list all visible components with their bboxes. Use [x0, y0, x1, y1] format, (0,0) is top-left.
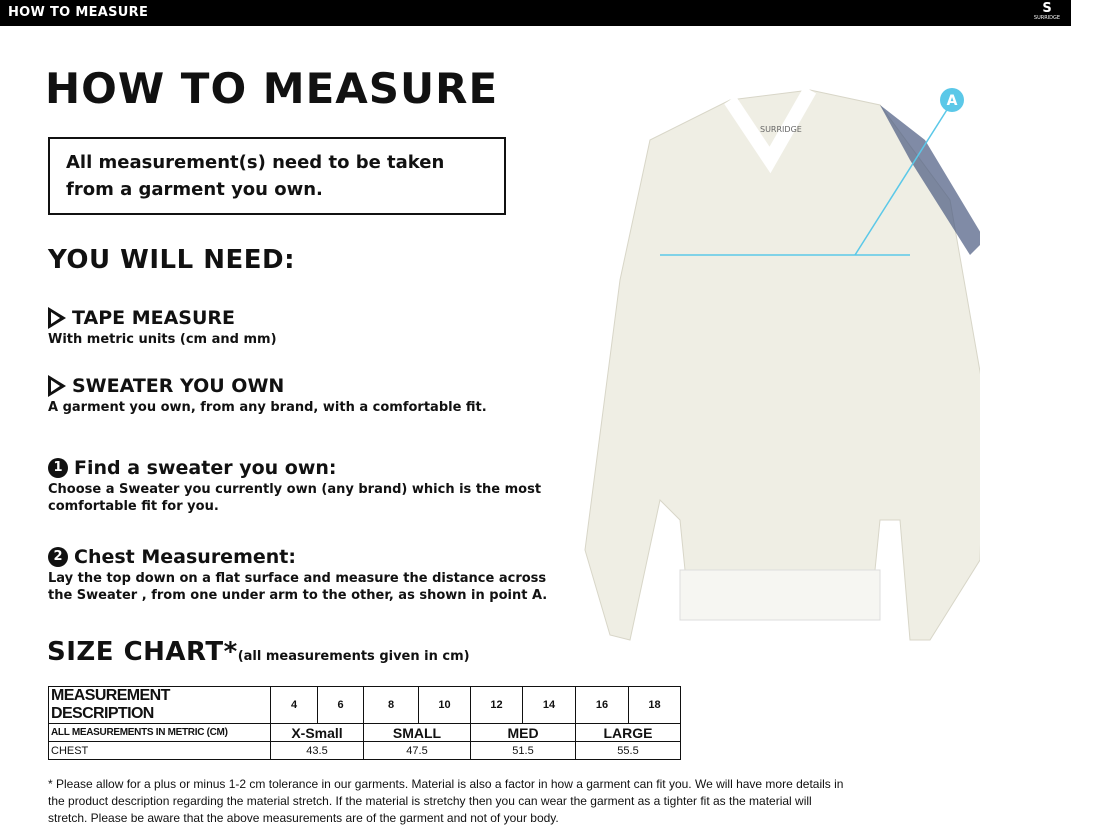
- point-a-label: A: [947, 93, 958, 109]
- you-will-need-heading: YOU WILL NEED:: [48, 245, 295, 275]
- item-title: TAPE MEASURE: [72, 307, 236, 329]
- header-bar: HOW TO MEASURE S SURRIDGE: [0, 0, 1071, 26]
- size-cell: 14: [522, 686, 576, 724]
- size-cell: 4: [270, 686, 318, 724]
- step-title: Find a sweater you own:: [74, 457, 337, 479]
- size-cell: 10: [418, 686, 471, 724]
- size-cell: 6: [317, 686, 364, 724]
- group-cell: X-Small: [270, 723, 364, 742]
- group-cell: MED: [470, 723, 576, 742]
- header-title: HOW TO MEASURE: [8, 5, 149, 20]
- table-row: CHEST 43.5 47.5 51.5 55.5: [48, 741, 681, 760]
- step-number-icon: 1: [48, 458, 68, 478]
- step-number-icon: 2: [48, 547, 68, 567]
- row-label-cell: CHEST: [48, 741, 271, 760]
- item-desc: With metric units (cm and mm): [48, 332, 277, 347]
- value-cell: 55.5: [575, 741, 681, 760]
- size-chart-table: MEASUREMENT DESCRIPTION 4 6 8 10 12 14 1…: [48, 686, 681, 760]
- play-triangle-icon: [48, 375, 66, 397]
- step-1: 1 Find a sweater you own: Choose a Sweate…: [48, 457, 548, 515]
- value-cell: 43.5: [270, 741, 364, 760]
- item-desc: A garment you own, from any brand, with …: [48, 400, 487, 415]
- size-cell: 12: [470, 686, 523, 724]
- sweater-diagram: A SURRIDGE: [584, 86, 980, 641]
- size-chart-title: SIZE CHART*: [47, 637, 238, 667]
- size-chart-note: (all measurements given in cm): [237, 649, 470, 664]
- header-cell: MEASUREMENT DESCRIPTION: [48, 686, 271, 724]
- step-desc: Choose a Sweater you currently own (any …: [48, 482, 542, 514]
- play-triangle-icon: [48, 307, 66, 329]
- notice-box: All measurement(s) need to be taken from…: [48, 137, 506, 215]
- need-item-tape: TAPE MEASURE With metric units (cm and m…: [48, 307, 277, 348]
- group-cell: LARGE: [575, 723, 681, 742]
- metric-label-cell: ALL MEASUREMENTS IN METRIC (CM): [48, 723, 271, 742]
- point-a-marker: [940, 88, 964, 112]
- step-title: Chest Measurement:: [74, 546, 296, 568]
- item-title: SWEATER YOU OWN: [72, 375, 285, 397]
- value-cell: 51.5: [470, 741, 576, 760]
- size-cell: 16: [575, 686, 629, 724]
- need-item-sweater: SWEATER YOU OWN A garment you own, from …: [48, 375, 487, 416]
- table-row: MEASUREMENT DESCRIPTION 4 6 8 10 12 14 1…: [48, 686, 681, 724]
- group-cell: SMALL: [363, 723, 471, 742]
- table-row: ALL MEASUREMENTS IN METRIC (CM) X-Small …: [48, 723, 681, 742]
- size-cell: 18: [628, 686, 681, 724]
- step-desc: Lay the top down on a flat surface and m…: [48, 571, 548, 603]
- step-2: 2 Chest Measurement: Lay the top down on …: [48, 546, 548, 604]
- size-chart-heading: SIZE CHART*(all measurements given in cm…: [47, 637, 470, 667]
- surridge-logo: S SURRIDGE: [1033, 1, 1061, 21]
- page-title: HOW TO MEASURE: [45, 64, 499, 113]
- garment-label: SURRIDGE: [760, 125, 802, 134]
- size-cell: 8: [363, 686, 419, 724]
- value-cell: 47.5: [363, 741, 471, 760]
- footnote: * Please allow for a plus or minus 1-2 c…: [48, 777, 844, 825]
